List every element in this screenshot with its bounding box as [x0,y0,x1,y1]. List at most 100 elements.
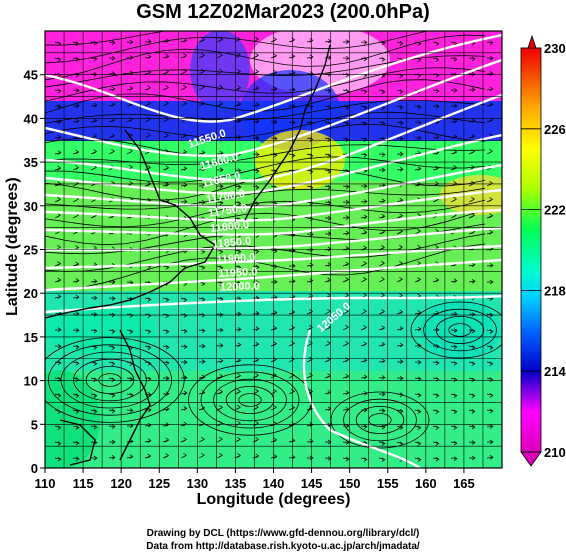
wind-arrow [468,87,476,92]
wind-arrow [432,165,440,171]
colorbar-tick-label: 222 [544,203,566,218]
wind-arrow [72,103,80,109]
wind-arrow [216,101,224,107]
wind-arrow [234,373,242,379]
height-contour [45,244,502,270]
wind-arrow [468,56,476,62]
wind-arrow [252,102,260,107]
wind-arrow [72,361,80,366]
wind-arrow [54,165,62,171]
wind-arrow [144,345,152,350]
wind-arrow [90,72,98,77]
streamline-swirl [410,301,502,359]
streamline [45,79,486,114]
wind-arrow [468,377,476,383]
wind-arrow [360,261,368,267]
wind-arrow [54,327,62,333]
wind-arrow [216,343,224,348]
wind-arrow [180,297,188,303]
wind-arrow [54,197,61,203]
wind-arrow [306,104,314,110]
wind-arrow [216,134,224,139]
wind-arrow [270,454,278,459]
wind-arrow [180,328,188,334]
wind-arrow [198,405,206,411]
contour-label: 11900.0 [216,252,256,267]
wind-arrow [414,441,422,447]
streamline-swirl [213,378,287,422]
wind-arrow [468,133,476,139]
wind-arrow [54,57,62,62]
wind-arrow [270,310,278,315]
wind-arrow [414,360,422,365]
wind-arrow [396,408,404,414]
wind-arrow [108,102,116,107]
wind-arrow [54,212,61,219]
wind-arrow [126,408,134,413]
wind-arrow [378,375,386,380]
y-axis-ticks: 0 5 10 15 20 25 30 35 40 45 [24,68,45,476]
wind-arrow [396,105,404,110]
wind-arrow [396,309,404,315]
wind-arrow [288,454,296,460]
wind-arrow [216,85,223,91]
wind-arrow [486,377,494,382]
wind-arrow [144,376,152,382]
streamline-swirl [85,365,135,394]
wind-arrow [54,261,62,267]
wind-arrow [198,297,206,302]
wind-arrow [234,280,242,286]
streamline [45,111,486,139]
wind-arrow [90,118,98,123]
wind-arrow [216,358,224,364]
wind-arrow [234,201,242,206]
height-contour [45,294,502,314]
wind-arrow [198,68,205,75]
y-tick-label: 10 [24,374,38,389]
streamline [45,99,486,124]
streamline [45,187,486,210]
wind-arrow [468,118,476,123]
wind-arrow [198,183,206,189]
wind-arrow [126,329,134,335]
streamline [45,31,430,64]
wind-arrow [360,424,368,429]
wind-arrow [342,440,350,445]
height-contour [45,188,502,222]
wind-arrow [342,105,350,110]
wind-arrow [72,57,80,62]
wind-arrow [342,324,349,331]
wind-arrow [270,152,278,158]
wind-arrow [396,260,403,267]
colorbar-tick-label: 218 [544,283,566,298]
wind-arrow [414,409,422,414]
wind-arrow [414,166,422,171]
wind-arrow [378,408,386,414]
wind-arrow [360,341,368,347]
wind-arrow [108,55,116,61]
wind-arrow [198,133,206,139]
wind-arrow [162,116,169,123]
wind-arrow [252,152,260,157]
x-tick-label: 120 [110,476,132,491]
wind-arrow [468,262,476,267]
wind-arrow [252,388,259,395]
y-tick-label: 45 [24,68,38,83]
wind-arrow [180,437,188,443]
wind-arrow [288,87,296,92]
wind-arrow [54,409,62,415]
wind-arrow [162,53,170,59]
wind-arrow [216,281,224,286]
wind-arrow [180,452,187,459]
wind-arrow [234,101,242,107]
wind-arrow [198,328,206,334]
wind-arrow [432,393,440,398]
wind-arrow [162,264,170,270]
wind-arrow [162,38,170,44]
wind-arrow [360,105,368,111]
x-tick-label: 155 [377,476,399,491]
wind-arrow [90,278,98,284]
x-tick-label: 150 [339,476,361,491]
wind-arrow [450,165,458,171]
wind-arrow [234,52,241,59]
